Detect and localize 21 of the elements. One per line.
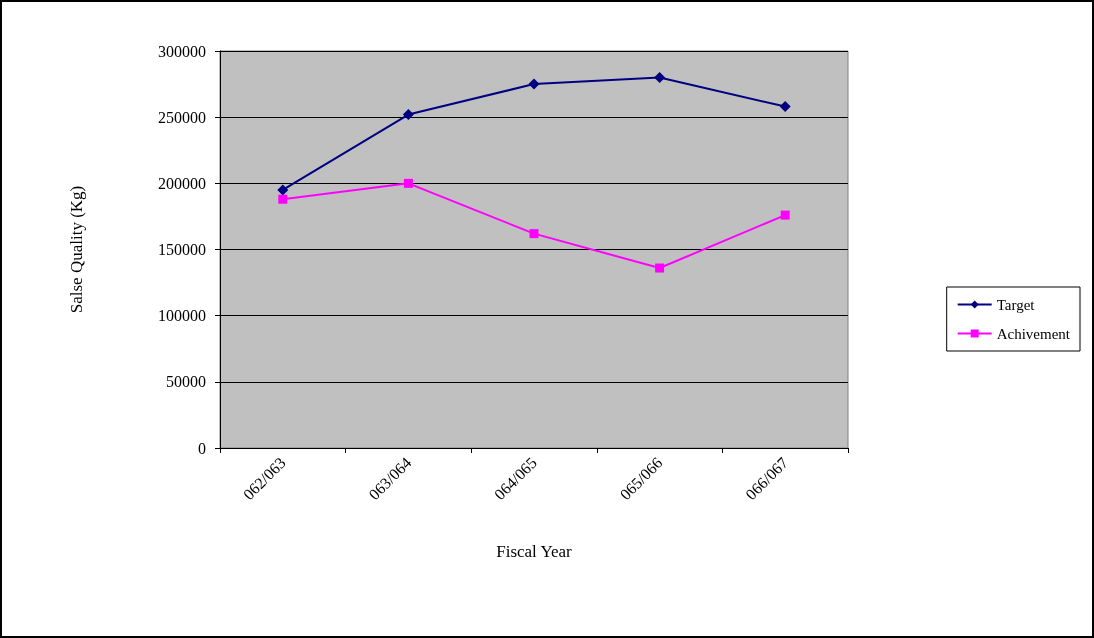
x-axis-title: Fiscal Year — [496, 542, 573, 561]
point — [529, 229, 539, 239]
y-tick-label: 100000 — [158, 307, 206, 325]
y-tick-label: 150000 — [158, 241, 206, 258]
point — [528, 78, 540, 90]
point — [402, 109, 414, 121]
point — [779, 101, 791, 113]
point — [780, 210, 790, 220]
y-tick-label: 0 — [198, 439, 206, 457]
point — [403, 178, 413, 188]
y-tick-label: 50000 — [166, 373, 206, 391]
legend-label: Achivement — [996, 325, 1071, 342]
legend-label: Target — [996, 296, 1036, 313]
point — [278, 194, 288, 204]
y-tick-label: 250000 — [158, 108, 206, 126]
point — [655, 263, 665, 273]
point — [654, 71, 666, 83]
y-tick-label: 200000 — [158, 174, 206, 192]
point — [277, 184, 289, 196]
y-tick-label: 300000 — [158, 42, 206, 60]
y-axis-title: Salse Quality (Kg) — [67, 185, 86, 314]
